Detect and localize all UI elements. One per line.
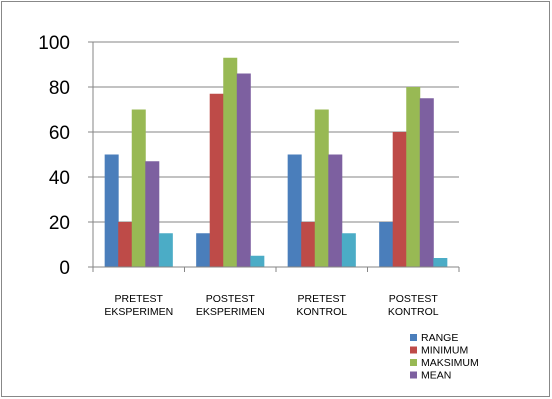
x-tick-label-line: POSTEST: [206, 293, 256, 305]
bar: [392, 132, 407, 267]
legend-swatch: [410, 346, 417, 354]
x-tick-label-line: POSTEST: [389, 293, 439, 305]
y-tick-label: 100: [38, 33, 70, 54]
x-tick-label: PRETEST KONTROL: [296, 293, 347, 318]
bar: [196, 233, 211, 267]
bar: [379, 222, 394, 267]
bar: [406, 87, 421, 267]
bar: [341, 233, 356, 267]
y-tick-label: 60: [49, 123, 70, 144]
legend-label: MINIMUM: [421, 345, 468, 357]
legend-label: MEAN: [421, 370, 451, 382]
y-tick-label: 80: [49, 78, 70, 99]
x-tick-label-line: PRETEST: [298, 293, 347, 305]
x-tick-label-line: EKSPERIMEN: [196, 306, 265, 318]
legend-label: MAKSIMUM: [421, 357, 479, 369]
bar: [118, 222, 133, 267]
x-tick-label-line: KONTROL: [388, 306, 439, 318]
axes: [88, 41, 460, 272]
bar: [223, 57, 238, 267]
y-tick-label: 40: [49, 168, 70, 189]
bar: [145, 161, 160, 267]
bar: [131, 109, 146, 267]
bar: [250, 255, 265, 267]
bar: [314, 109, 329, 267]
x-tick-label: POSTEST KONTROL: [388, 293, 439, 318]
bar: [419, 98, 434, 267]
bars: [104, 57, 448, 267]
y-tick-labels: 0 20 40 60 80 100: [38, 33, 70, 279]
y-tick-label: 20: [49, 213, 70, 234]
y-tick-label: 0: [59, 258, 70, 279]
legend-swatch: [410, 359, 417, 366]
bar: [236, 73, 251, 267]
legend-swatch: [410, 371, 417, 379]
bar: [158, 233, 173, 267]
x-tick-label: PRETEST EKSPERIMEN: [104, 293, 173, 318]
x-tick-label: POSTEST EKSPERIMEN: [196, 293, 265, 318]
bar: [301, 222, 316, 267]
x-tick-label-line: KONTROL: [296, 306, 347, 318]
legend-label: RANGE: [421, 332, 458, 344]
bar: [104, 154, 119, 267]
x-tick-label-line: PRETEST: [115, 293, 164, 305]
bar: [328, 154, 343, 267]
bar: [209, 93, 224, 267]
x-tick-label-line: EKSPERIMEN: [104, 306, 173, 318]
bar: [287, 154, 302, 267]
bar: [433, 258, 448, 267]
legend-swatch: [410, 334, 417, 341]
